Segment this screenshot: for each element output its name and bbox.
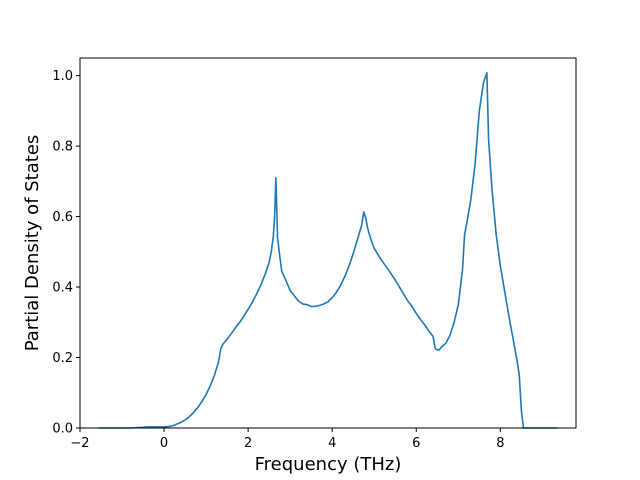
y-tick-label: 0.0 — [52, 422, 73, 437]
x-axis-label: Frequency (THz) — [255, 454, 402, 475]
y-axis-ticks: 0.0 0.2 0.4 0.6 0.8 1.0 — [52, 69, 80, 437]
pdos-series-line — [98, 72, 558, 429]
y-tick-label: 0.2 — [52, 351, 73, 366]
x-axis-ticks: −2 0 2 4 6 8 — [70, 428, 504, 451]
y-tick-label: 1.0 — [52, 69, 73, 84]
plot-line-layer — [98, 72, 558, 429]
y-axis-label: Partial Density of States — [22, 135, 43, 352]
plot-area-frame — [79, 57, 577, 429]
x-tick-label: 0 — [160, 436, 168, 451]
y-tick-label: 0.6 — [52, 210, 73, 225]
y-tick-label: 0.4 — [52, 281, 73, 296]
x-tick-label: 8 — [496, 436, 504, 451]
y-tick-label: 0.8 — [52, 140, 73, 155]
x-tick-label: 2 — [244, 436, 252, 451]
x-tick-label: 4 — [328, 436, 336, 451]
x-tick-label: 6 — [412, 436, 420, 451]
x-tick-label: −2 — [70, 436, 89, 451]
